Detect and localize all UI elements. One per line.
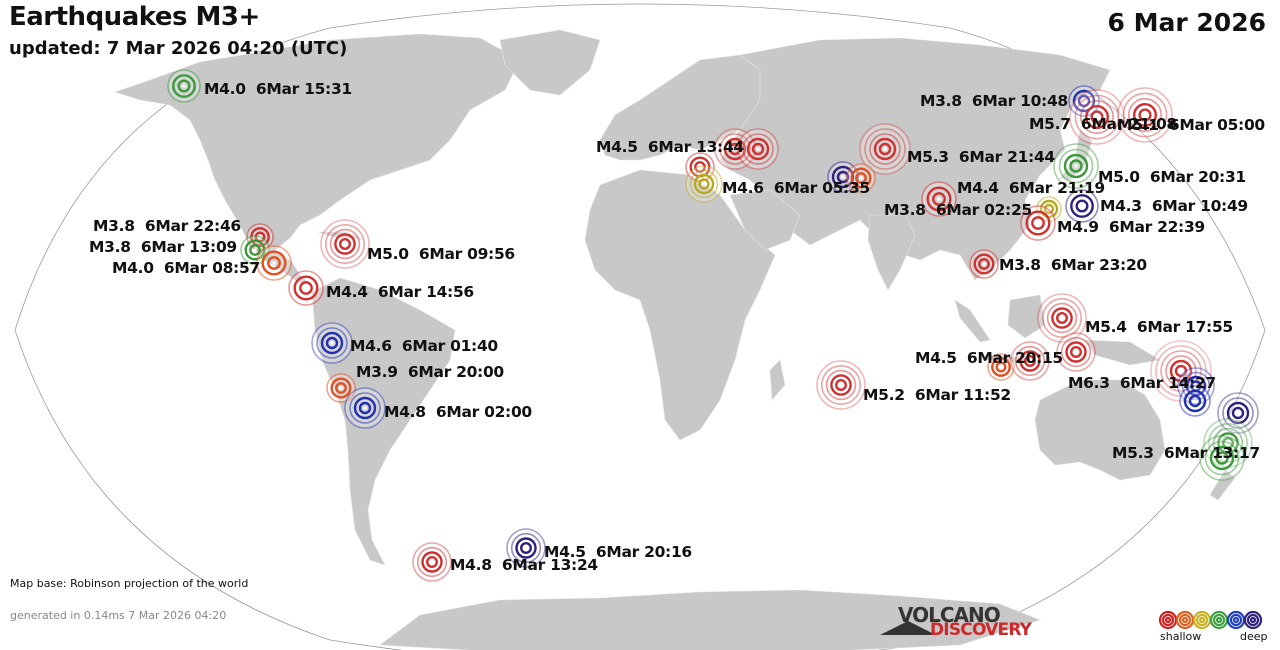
quake-label[interactable]: M5.1 6Mar 05:00 xyxy=(1117,116,1265,134)
quake-marker-icon[interactable] xyxy=(1117,87,1173,143)
quake-marker-icon[interactable] xyxy=(1020,205,1056,241)
quake-marker-icon[interactable] xyxy=(969,249,999,279)
quake-marker-icon[interactable] xyxy=(1010,341,1050,381)
quake-marker-icon[interactable] xyxy=(320,219,370,269)
quake-marker-icon[interactable] xyxy=(1037,293,1087,343)
arabia xyxy=(729,189,801,251)
quake-marker-icon[interactable] xyxy=(240,235,270,265)
quake-label[interactable]: M4.8 6Mar 13:24 xyxy=(450,556,598,574)
legend-deep-label: deep xyxy=(1240,630,1268,643)
volcanodiscovery-logo[interactable]: VOLCANO DISCOVERY xyxy=(880,603,1040,643)
quake-marker-icon[interactable] xyxy=(344,387,386,429)
quake-marker-icon[interactable] xyxy=(326,373,356,403)
quake-label[interactable]: M5.2 6Mar 11:52 xyxy=(863,386,1011,404)
quake-label[interactable]: M5.0 6Mar 09:56 xyxy=(367,245,515,263)
madagascar xyxy=(769,359,786,401)
quake-label[interactable]: M3.9 6Mar 20:00 xyxy=(356,363,504,381)
updated-timestamp: updated: 7 Mar 2026 04:20 (UTC) xyxy=(9,38,348,59)
greenland xyxy=(499,29,601,96)
quake-marker-icon[interactable] xyxy=(256,245,292,281)
quake-label[interactable]: M3.8 6Mar 02:25 xyxy=(884,201,1032,219)
quake-label[interactable]: M3.8 6Mar 23:20 xyxy=(999,256,1147,274)
quake-marker-icon[interactable] xyxy=(685,165,723,203)
date-display: 6 Mar 2026 xyxy=(1107,8,1266,37)
quake-label[interactable]: M4.6 6Mar 05:35 xyxy=(722,179,870,197)
quake-marker-icon[interactable] xyxy=(921,181,957,217)
borneo xyxy=(1007,294,1046,339)
sumatra xyxy=(954,299,991,343)
quake-marker-icon[interactable] xyxy=(288,270,324,306)
quake-marker-icon[interactable] xyxy=(987,353,1015,381)
quake-marker-icon[interactable] xyxy=(1056,332,1096,372)
landmasses xyxy=(114,29,1236,650)
quake-label[interactable]: M3.8 6Mar 13:09 xyxy=(89,238,237,256)
quake-marker-icon[interactable] xyxy=(846,163,876,193)
quake-marker-icon[interactable] xyxy=(714,128,756,170)
australia xyxy=(1034,379,1166,481)
quake-marker-icon[interactable] xyxy=(1065,189,1099,223)
quake-marker-icon[interactable] xyxy=(737,128,779,170)
quake-label[interactable]: M4.4 6Mar 14:56 xyxy=(326,283,474,301)
quake-label[interactable]: M4.5 6Mar 13:44 xyxy=(596,138,744,156)
quake-label[interactable]: M6.3 6Mar 14:27 xyxy=(1068,374,1216,392)
quake-label[interactable]: M5.3 6Mar 21:44 xyxy=(907,148,1055,166)
quake-marker-icon[interactable] xyxy=(816,360,866,410)
quake-label[interactable]: M4.8 6Mar 02:00 xyxy=(384,403,532,421)
quake-label[interactable]: M3.8 6Mar 22:46 xyxy=(93,217,241,235)
quake-label[interactable]: M4.9 6Mar 22:39 xyxy=(1057,218,1205,236)
depth-legend: shallow deep xyxy=(1158,610,1268,646)
quake-label[interactable]: M4.6 6Mar 01:40 xyxy=(350,337,498,355)
logo-line-2: DISCOVERY xyxy=(930,620,1032,640)
quake-label[interactable]: M4.0 6Mar 08:57 xyxy=(112,259,260,277)
india xyxy=(867,214,916,291)
quake-marker-icon[interactable] xyxy=(506,528,546,568)
quake-label[interactable]: M5.0 6Mar 20:31 xyxy=(1098,168,1246,186)
quake-marker-icon[interactable] xyxy=(167,69,201,103)
quake-markers xyxy=(167,69,1259,582)
quake-marker-icon[interactable] xyxy=(1053,143,1099,189)
page-title: Earthquakes M3+ xyxy=(9,2,260,32)
new-guinea xyxy=(1084,339,1161,366)
quake-marker-icon[interactable] xyxy=(1179,385,1211,417)
quake-label[interactable]: M4.5 6Mar 20:15 xyxy=(915,349,1063,367)
quake-label[interactable]: M4.4 6Mar 21:19 xyxy=(957,179,1105,197)
antarctica xyxy=(379,589,1041,650)
quake-label[interactable]: M4.5 6Mar 20:16 xyxy=(544,543,692,561)
africa xyxy=(584,169,776,441)
logo-line-1: VOLCANO xyxy=(898,603,1001,627)
quake-marker-icon[interactable] xyxy=(412,542,452,582)
quake-label[interactable]: M5.3 6Mar 13:17 xyxy=(1112,444,1260,462)
map-base-caption: Map base: Robinson projection of the wor… xyxy=(10,577,249,590)
quake-label[interactable]: M4.0 6Mar 15:31 xyxy=(204,80,352,98)
generated-info: generated in 0.14ms 7 Mar 2026 04:20 xyxy=(10,609,227,622)
asia xyxy=(719,37,1111,281)
volcano-icon xyxy=(880,621,936,635)
quake-marker-icon[interactable] xyxy=(859,123,911,175)
quake-marker-icon[interactable] xyxy=(1199,435,1245,481)
quake-label[interactable]: M3.8 6Mar 10:48 xyxy=(920,92,1068,110)
quake-marker-icon[interactable] xyxy=(1069,89,1125,145)
quake-label[interactable]: M5.7 6Mar 21:08 xyxy=(1029,115,1177,133)
depth-color-rings xyxy=(1158,610,1263,630)
quake-label[interactable]: M5.4 6Mar 17:55 xyxy=(1085,318,1233,336)
java xyxy=(984,354,1031,364)
quake-marker-icon[interactable] xyxy=(311,322,353,364)
new-zealand xyxy=(1209,469,1236,501)
legend-shallow-label: shallow xyxy=(1160,630,1202,643)
quake-label[interactable]: M4.3 6Mar 10:49 xyxy=(1100,197,1248,215)
south-america xyxy=(311,277,456,566)
quake-marker-icon[interactable] xyxy=(1217,392,1259,434)
